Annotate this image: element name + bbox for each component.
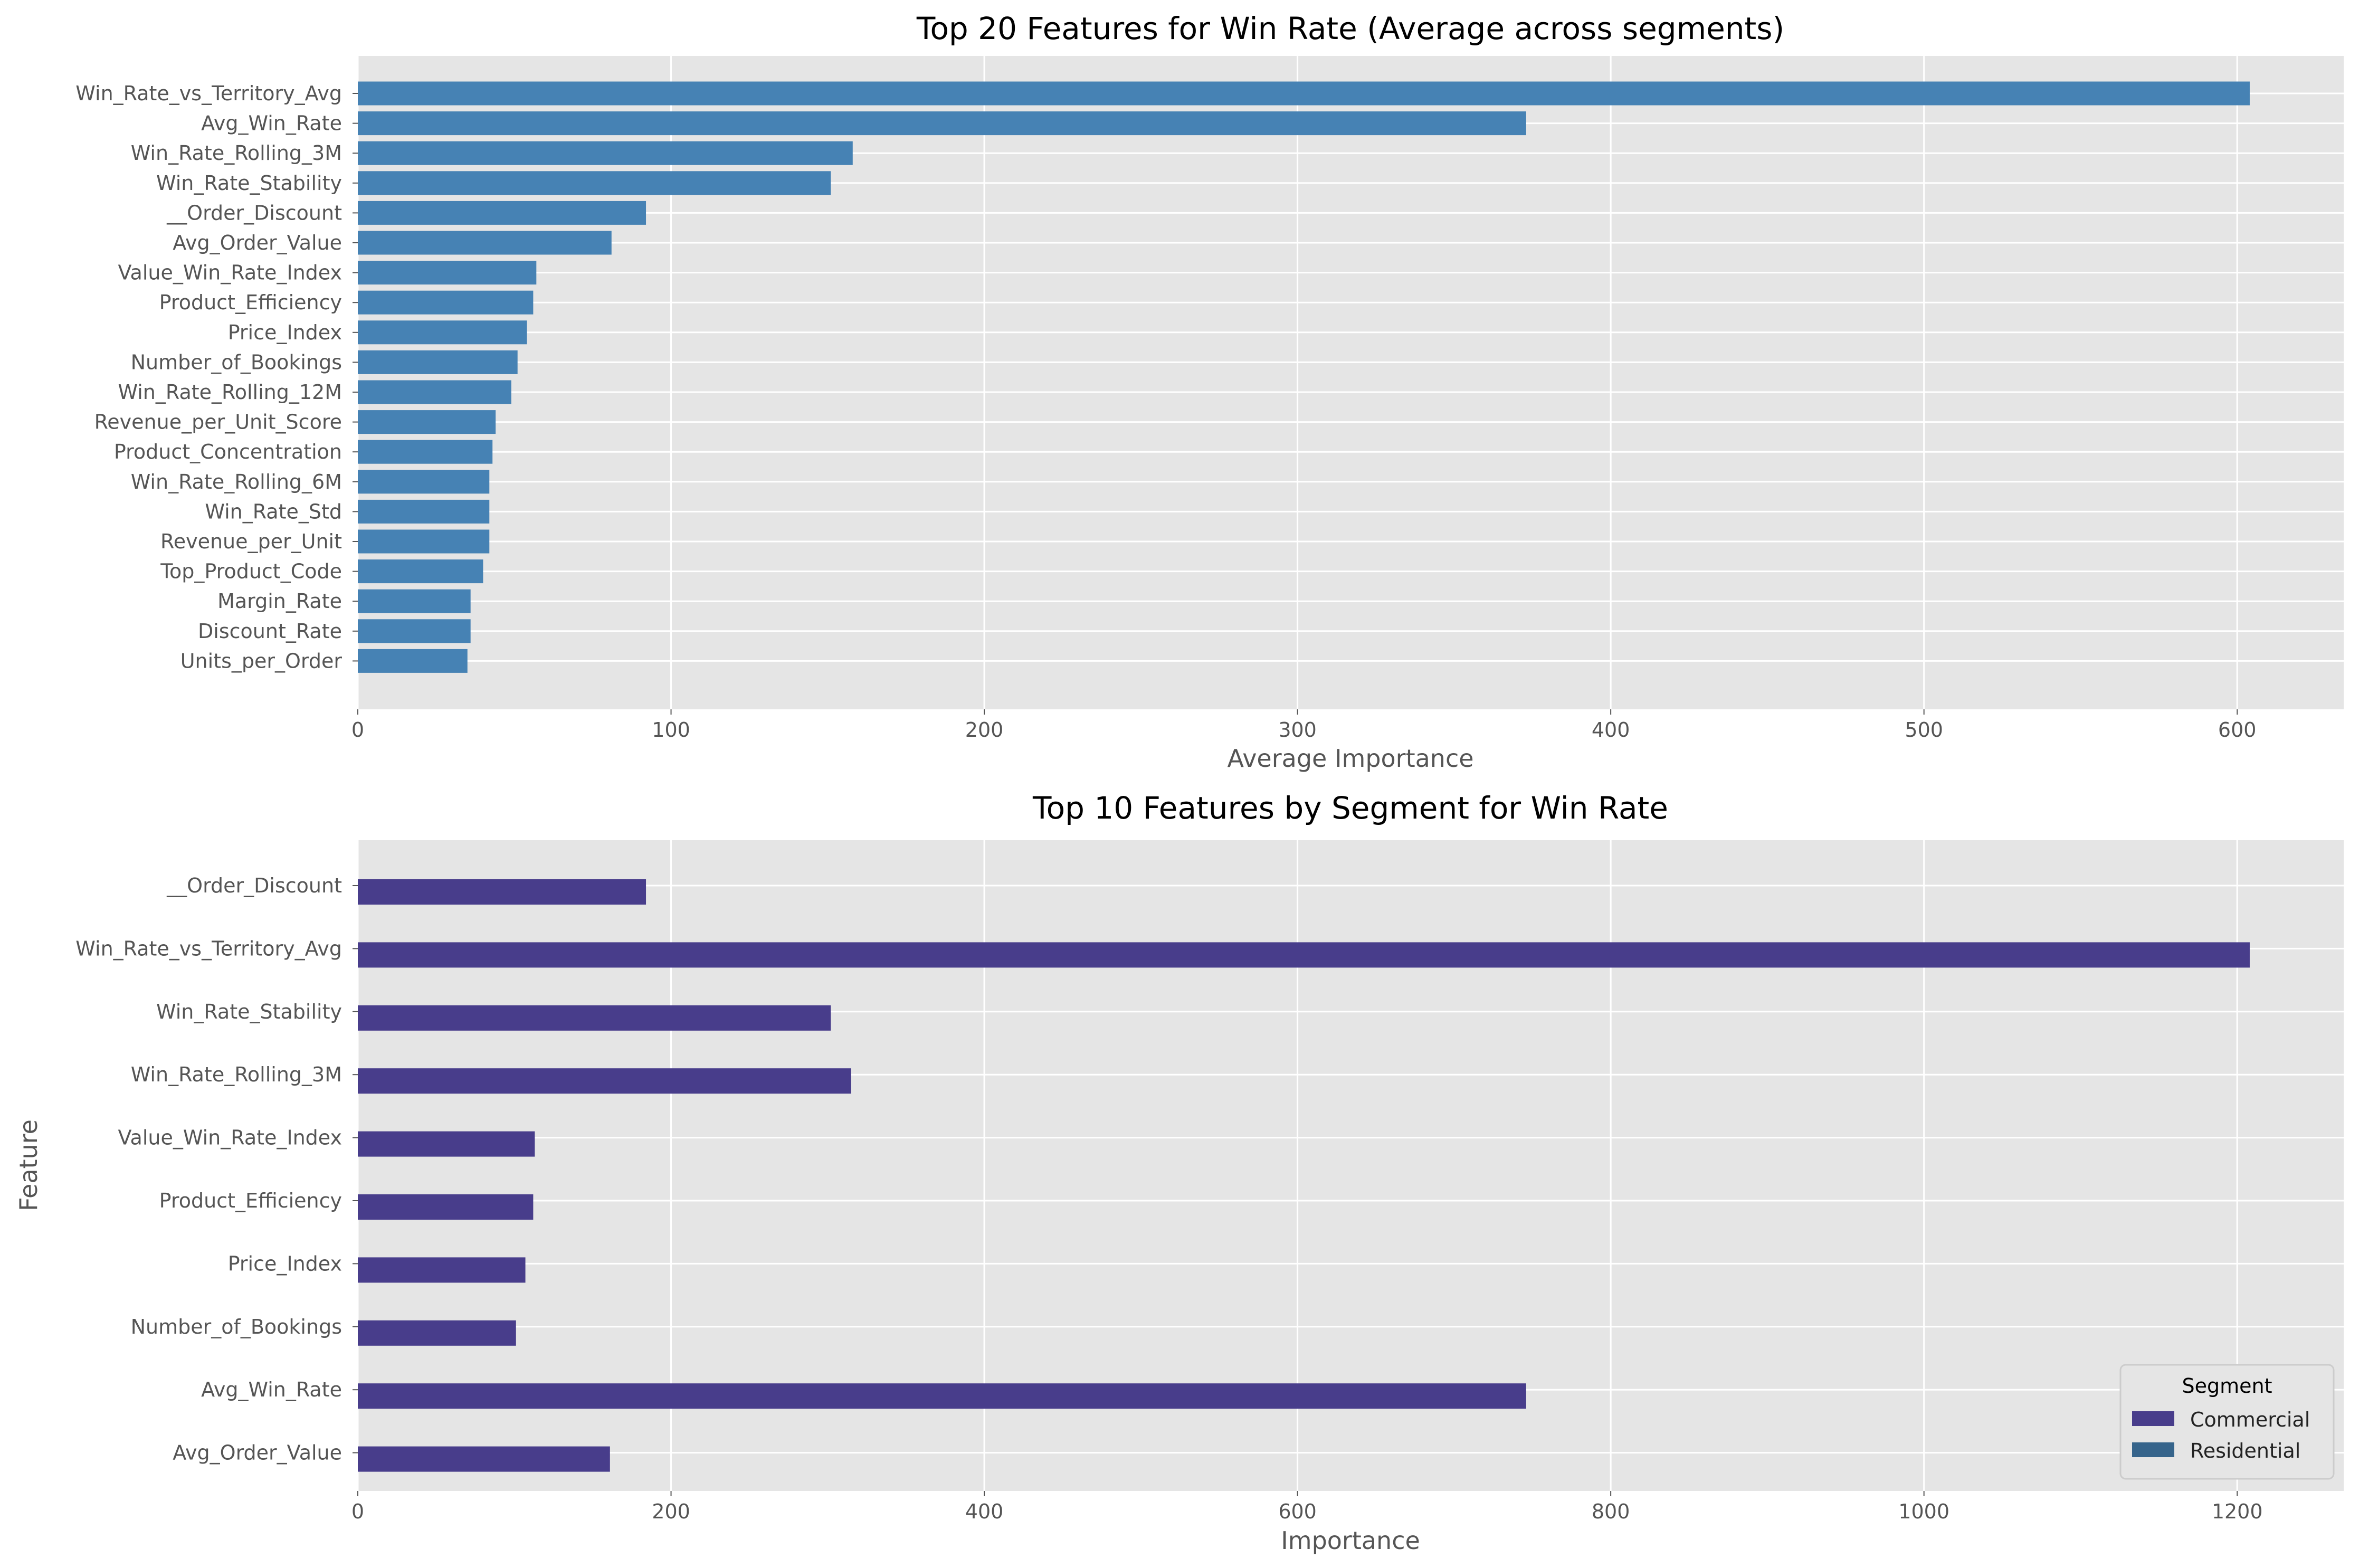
y-tick-label-avg-order-value: Avg_Order_Value bbox=[173, 1441, 342, 1465]
bar-commercial-number-of-bookings bbox=[358, 1320, 516, 1346]
y-tick-label-avg-win-rate: Avg_Win_Rate bbox=[201, 1378, 342, 1401]
y-tick-label-number-of-bookings: Number_of_Bookings bbox=[131, 350, 342, 374]
y-tick-label-order-discount: __Order_Discount bbox=[166, 874, 342, 897]
bar-commercial-win-rate-rolling-3m bbox=[358, 1068, 851, 1094]
y-tick-label-win-rate-std: Win_Rate_Std bbox=[205, 500, 342, 523]
y-tick-label-number-of-bookings: Number_of_Bookings bbox=[131, 1315, 342, 1338]
legend: Segment Commercial Residential bbox=[2119, 1364, 2335, 1480]
chart-top-10-by-segment: 0 200 400 600 800 1000 1200 __Order_Discount Wi… bbox=[14, 790, 2344, 1555]
bar-win-rate-rolling-6m bbox=[358, 470, 490, 494]
bar-product-concentration bbox=[358, 440, 493, 464]
x-tick-label: 600 bbox=[1278, 1500, 1317, 1523]
x-tick-label: 1200 bbox=[2212, 1500, 2263, 1523]
x-tick-label: 100 bbox=[652, 718, 690, 742]
x-axis-label: Importance bbox=[1281, 1526, 1420, 1555]
bar-commercial-order-discount bbox=[358, 879, 646, 905]
y-tick-label-avg-win-rate: Avg_Win_Rate bbox=[201, 112, 342, 135]
x-tick-label: 400 bbox=[1592, 718, 1630, 742]
x-tick-label: 200 bbox=[652, 1500, 690, 1523]
x-tick-label: 400 bbox=[965, 1500, 1004, 1523]
x-tick-label: 600 bbox=[2218, 718, 2257, 742]
bar-win-rate-stability bbox=[358, 171, 831, 195]
bar-value-win-rate-index bbox=[358, 261, 537, 285]
legend-label-commercial: Commercial bbox=[2190, 1408, 2310, 1431]
y-tick-label-win-rate-vs-territory-avg: Win_Rate_vs_Territory_Avg bbox=[75, 937, 342, 960]
y-tick-label-revenue-per-unit: Revenue_per_Unit bbox=[160, 530, 342, 553]
y-tick-label-discount-rate: Discount_Rate bbox=[198, 620, 342, 643]
bar-avg-win-rate bbox=[358, 111, 1526, 136]
y-tick-label-margin-rate: Margin_Rate bbox=[217, 590, 342, 613]
y-tick-label-product-efficiency: Product_Efficiency bbox=[159, 291, 342, 314]
bar-commercial-win-rate-stability bbox=[358, 1005, 831, 1031]
x-tick-label: 200 bbox=[965, 718, 1004, 742]
y-tick-label-win-rate-rolling-12m: Win_Rate_Rolling_12M bbox=[118, 381, 342, 404]
y-tick-label-price-index: Price_Index bbox=[228, 1252, 342, 1275]
x-tick-label: 0 bbox=[351, 1500, 364, 1523]
y-tick-label-value-win-rate-index: Value_Win_Rate_Index bbox=[118, 261, 342, 284]
bars bbox=[358, 81, 2250, 673]
y-tick-label-win-rate-rolling-3m: Win_Rate_Rolling_3M bbox=[131, 1063, 342, 1086]
bar-revenue-per-unit-score bbox=[358, 410, 496, 434]
legend-title: Segment bbox=[2182, 1374, 2272, 1398]
bar-product-efficiency bbox=[358, 290, 534, 315]
legend-label-residential: Residential bbox=[2190, 1439, 2300, 1462]
bar-commercial-product-efficiency bbox=[358, 1194, 534, 1220]
bar-units-per-order bbox=[358, 649, 468, 673]
legend-swatch-residential bbox=[2132, 1442, 2174, 1457]
bar-order-discount bbox=[358, 201, 646, 225]
bar-commercial-avg-win-rate bbox=[358, 1383, 1526, 1409]
bar-commercial-value-win-rate-index bbox=[358, 1131, 535, 1157]
x-tick-label: 300 bbox=[1278, 718, 1317, 742]
bar-margin-rate bbox=[358, 589, 471, 613]
y-tick-label-product-efficiency: Product_Efficiency bbox=[159, 1189, 342, 1212]
bar-discount-rate bbox=[358, 619, 471, 643]
x-axis-ticks: 0 100 200 300 400 500 600 bbox=[351, 709, 2257, 742]
chart-title: Top 20 Features for Win Rate (Average ac… bbox=[916, 11, 1784, 46]
bar-price-index bbox=[358, 320, 527, 345]
legend-swatch-commercial bbox=[2132, 1411, 2174, 1426]
y-tick-label-units-per-order: Units_per_Order bbox=[180, 649, 343, 672]
y-tick-label-avg-order-value: Avg_Order_Value bbox=[173, 231, 342, 254]
bar-top-product-code bbox=[358, 559, 483, 584]
y-axis-ticks: __Order_Discount Win_Rate_vs_Territory_Av… bbox=[75, 874, 358, 1465]
y-tick-label-top-product-code: Top_Product_Code bbox=[160, 560, 342, 583]
bar-commercial-price-index bbox=[358, 1257, 526, 1283]
bar-commercial-avg-order-value bbox=[358, 1446, 610, 1472]
y-tick-label-product-concentration: Product_Concentration bbox=[114, 440, 342, 463]
chart-title: Top 10 Features by Segment for Win Rate bbox=[1032, 790, 1668, 826]
y-tick-label-win-rate-stability: Win_Rate_Stability bbox=[156, 172, 342, 195]
y-tick-label-win-rate-stability: Win_Rate_Stability bbox=[156, 1000, 342, 1023]
y-tick-label-win-rate-rolling-3m: Win_Rate_Rolling_3M bbox=[131, 141, 342, 165]
bar-revenue-per-unit bbox=[358, 529, 490, 554]
y-tick-label-revenue-per-unit-score: Revenue_per_Unit_Score bbox=[94, 411, 342, 434]
y-tick-label-win-rate-rolling-6m: Win_Rate_Rolling_6M bbox=[131, 470, 342, 493]
bar-win-rate-vs-territory-avg bbox=[358, 81, 2250, 106]
x-axis-label: Average Importance bbox=[1227, 744, 1473, 773]
bar-win-rate-rolling-12m bbox=[358, 380, 511, 404]
x-tick-label: 1000 bbox=[1898, 1500, 1949, 1523]
bars bbox=[358, 879, 2250, 1472]
bar-win-rate-rolling-3m bbox=[358, 141, 853, 165]
y-axis-label: Feature bbox=[14, 1119, 43, 1211]
bar-avg-order-value bbox=[358, 231, 612, 255]
x-axis-ticks: 0 200 400 600 800 1000 1200 bbox=[351, 1491, 2263, 1523]
x-tick-label: 0 bbox=[351, 718, 364, 742]
y-tick-label-win-rate-vs-territory-avg: Win_Rate_vs_Territory_Avg bbox=[75, 82, 342, 105]
bar-win-rate-std bbox=[358, 499, 490, 524]
bar-number-of-bookings bbox=[358, 350, 518, 374]
x-tick-label: 500 bbox=[1905, 718, 1943, 742]
chart-top-20-features: 0 100 200 300 400 500 600 Win_Rate_vs_Territor… bbox=[75, 11, 2344, 773]
bar-commercial-win-rate-vs-territory-avg bbox=[358, 942, 2250, 968]
y-tick-label-order-discount: __Order_Discount bbox=[166, 201, 342, 224]
y-tick-label-value-win-rate-index: Value_Win_Rate_Index bbox=[118, 1126, 342, 1149]
x-tick-label: 800 bbox=[1592, 1500, 1630, 1523]
y-axis-ticks: Win_Rate_vs_Territory_Avg Avg_Win_Rate Win… bbox=[75, 82, 358, 672]
y-tick-label-price-index: Price_Index bbox=[228, 321, 342, 344]
